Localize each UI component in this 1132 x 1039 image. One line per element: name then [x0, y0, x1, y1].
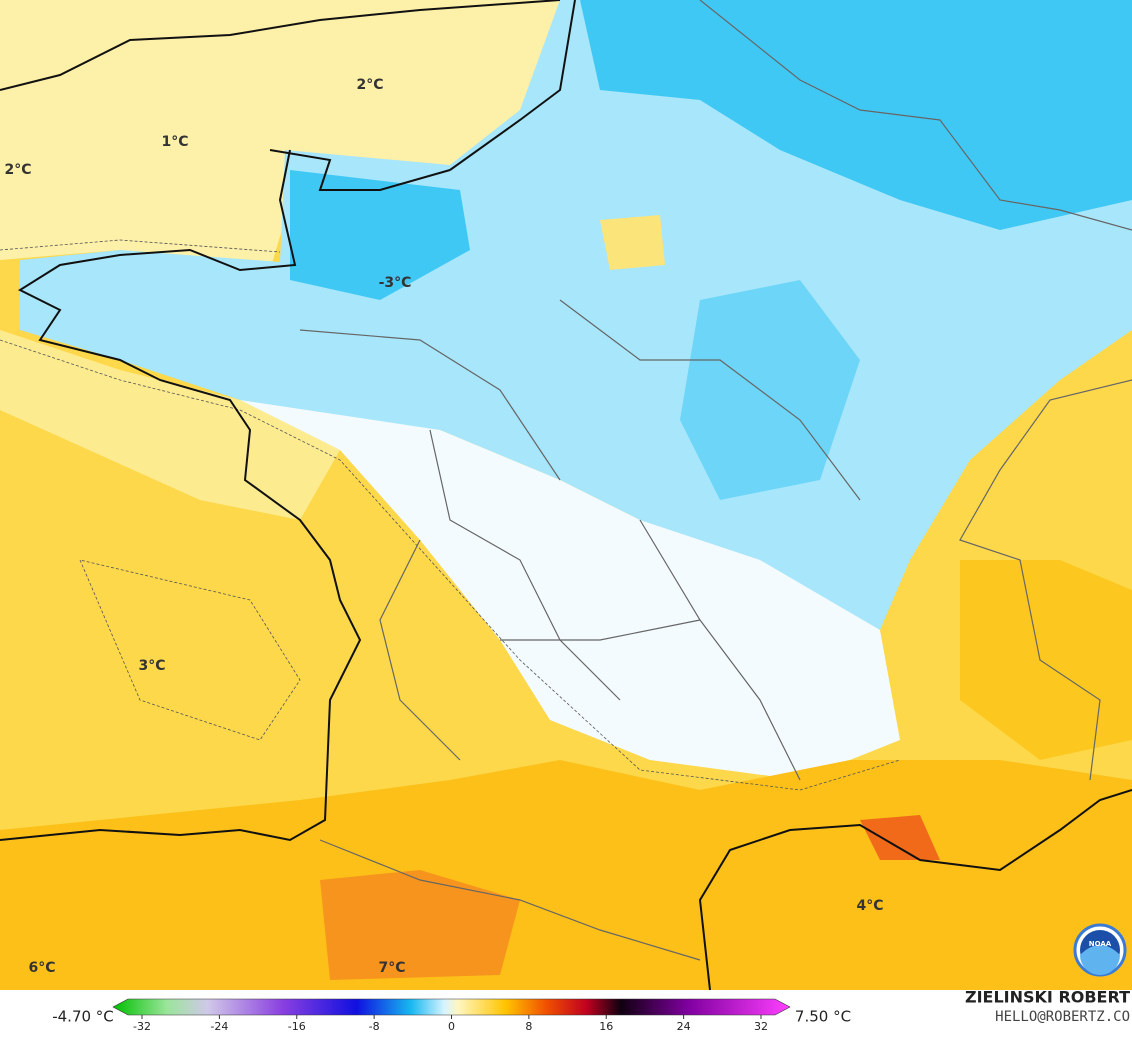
colorbar-tick-label: -24	[210, 1020, 228, 1033]
colorbar-min: -4.70 °C	[52, 1008, 114, 1026]
colorbar-max: 7.50 °C	[795, 1008, 851, 1026]
temperature-field	[0, 0, 1132, 990]
map-label: 2°C	[356, 77, 383, 93]
colorbar-tick-label: -8	[369, 1020, 380, 1033]
colorbar-tick-label: 8	[525, 1020, 532, 1033]
map-label: 7°C	[378, 960, 405, 976]
map-label: -3°C	[379, 275, 412, 291]
colorbar	[112, 998, 791, 1016]
colorbar-tick-label: 0	[448, 1020, 455, 1033]
noaa-logo: NOAA	[1073, 923, 1127, 977]
credit-email: HELLO@ROBERTZ.CO	[995, 1009, 1130, 1025]
map-label: 1°C	[161, 134, 188, 150]
isotherms	[0, 239, 901, 791]
colorbar-tick-label: -16	[288, 1020, 306, 1033]
map-label: 3°C	[138, 658, 165, 674]
map-label: 4°C	[856, 898, 883, 914]
map-label: 2°C	[4, 162, 31, 178]
logo-text: NOAA	[1089, 940, 1112, 948]
colorbar-tick-label: 32	[754, 1020, 768, 1033]
colorbar-tick-label: 16	[599, 1020, 613, 1033]
colorbar-tick-label: 24	[677, 1020, 691, 1033]
credit-name: ZIELINSKI ROBERT	[965, 988, 1130, 1007]
colorbar-tick-label: -32	[133, 1020, 151, 1033]
map-label: 6°C	[28, 960, 55, 976]
coastline	[0, 0, 1132, 991]
borders	[299, 0, 1132, 961]
